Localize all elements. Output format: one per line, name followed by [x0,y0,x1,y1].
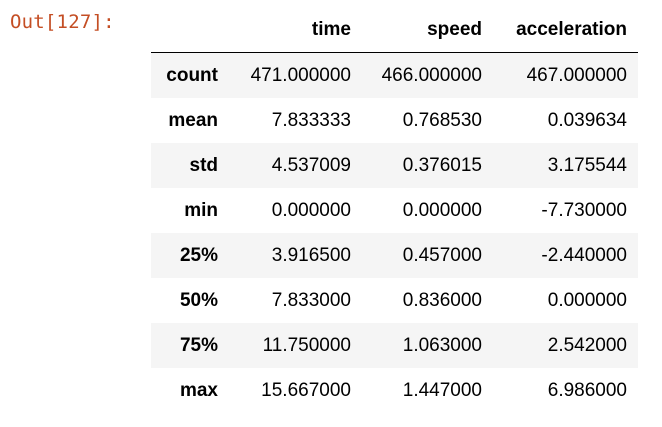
column-header-speed: speed [362,8,493,53]
cell-acceleration: -2.440000 [541,244,627,266]
column-header-acceleration: acceleration [493,8,638,53]
cell-acceleration: 0.000000 [547,289,627,311]
output-area: time speed acceleration count 471.000000… [151,8,638,413]
cell-acceleration: 6.986000 [547,379,627,401]
row-label: min [184,199,218,221]
cell-speed: 0.836000 [402,289,482,311]
row-label: max [179,379,218,401]
cell-time: 11.750000 [262,334,351,356]
row-label: count [166,64,218,86]
row-label: mean [168,109,218,131]
cell-speed: 1.447000 [402,379,482,401]
table-row: mean 7.833333 0.768530 0.039634 [151,98,638,143]
table-row: std 4.537009 0.376015 3.175544 [151,143,638,188]
row-label: 25% [179,244,218,266]
row-label: 75% [179,334,218,356]
table-row: max 15.667000 1.447000 6.986000 [151,368,638,413]
output-prompt: Out[127]: [10,11,115,33]
cell-acceleration: 0.039634 [547,109,627,131]
cell-speed: 0.376015 [402,154,482,176]
header-row: time speed acceleration [151,8,638,53]
cell-time: 4.537009 [271,154,351,176]
table-row: 50% 7.833000 0.836000 0.000000 [151,278,638,323]
cell-acceleration: 467.000000 [526,64,627,86]
cell-acceleration: 3.175544 [547,154,627,176]
column-header-time: time [229,8,362,53]
row-label: 50% [179,289,218,311]
table-row: min 0.000000 0.000000 -7.730000 [151,188,638,233]
cell-speed: 466.000000 [381,64,482,86]
cell-time: 7.833000 [271,289,351,311]
table-row: 25% 3.916500 0.457000 -2.440000 [151,233,638,278]
cell-speed: 0.457000 [402,244,482,266]
cell-acceleration: 2.542000 [547,334,627,356]
cell-time: 15.667000 [261,379,351,401]
cell-time: 3.916500 [271,244,351,266]
table-row: count 471.000000 466.000000 467.000000 [151,52,638,98]
cell-speed: 0.000000 [402,199,482,221]
cell-speed: 0.768530 [402,109,482,131]
cell-time: 0.000000 [271,199,351,221]
cell-speed: 1.063000 [402,334,482,356]
cell-time: 471.000000 [250,64,351,86]
index-header [151,8,229,53]
row-label: std [189,154,219,176]
cell-acceleration: -7.730000 [541,199,627,221]
cell-time: 7.833333 [271,109,351,131]
dataframe-table: time speed acceleration count 471.000000… [151,8,638,413]
table-row: 75% 11.750000 1.063000 2.542000 [151,323,638,368]
